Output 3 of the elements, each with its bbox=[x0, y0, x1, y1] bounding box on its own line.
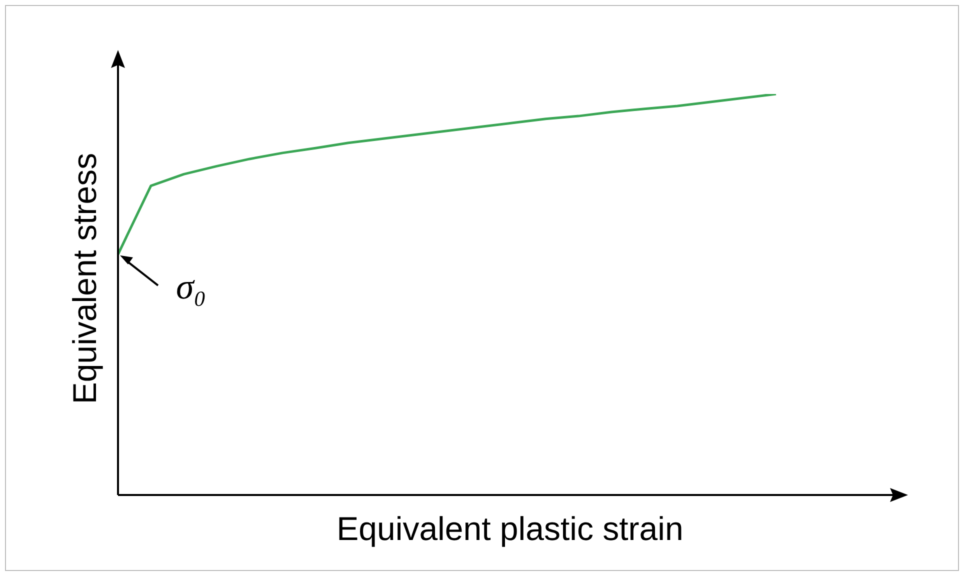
x-axis-title: Equivalent plastic strain bbox=[336, 510, 684, 547]
y-axis-title: Equivalent stress bbox=[66, 152, 103, 404]
annotation: σ₀ bbox=[176, 266, 206, 306]
